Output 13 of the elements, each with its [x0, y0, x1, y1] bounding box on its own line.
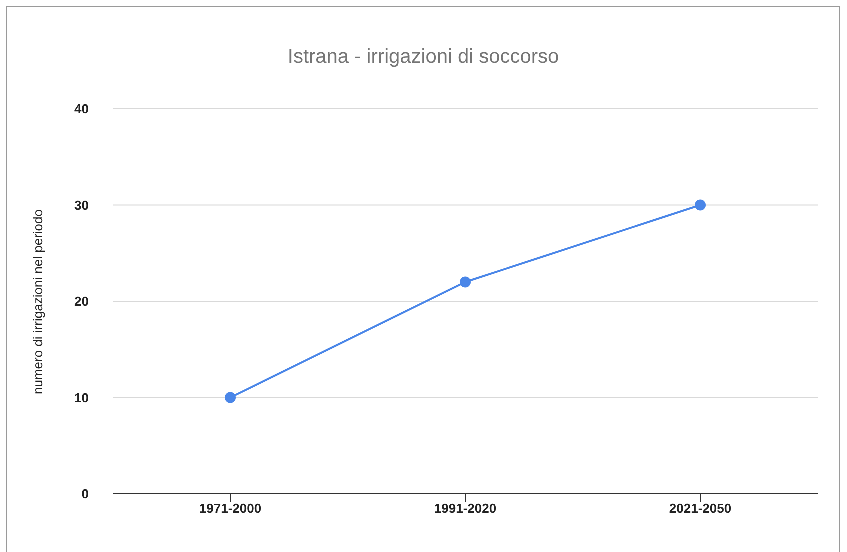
y-tick-label: 20: [74, 294, 89, 310]
y-tick-label: 40: [74, 102, 89, 117]
point: [460, 276, 471, 288]
chart-title: Istrana - irrigazioni di soccorso: [286, 46, 560, 69]
x-tick-label: 1971-2000: [199, 501, 262, 516]
x-tick-label: 1991-2020: [434, 501, 497, 516]
y-axis-title: numero di irrigazioni nel periodo: [30, 210, 46, 394]
y-tick-label: 0: [82, 486, 89, 502]
x-tick-label: 2021-2050: [669, 501, 732, 516]
y-tick-label: 10: [74, 390, 89, 406]
y-tick-label: 30: [74, 198, 89, 213]
point: [695, 200, 706, 211]
point: [225, 392, 236, 404]
